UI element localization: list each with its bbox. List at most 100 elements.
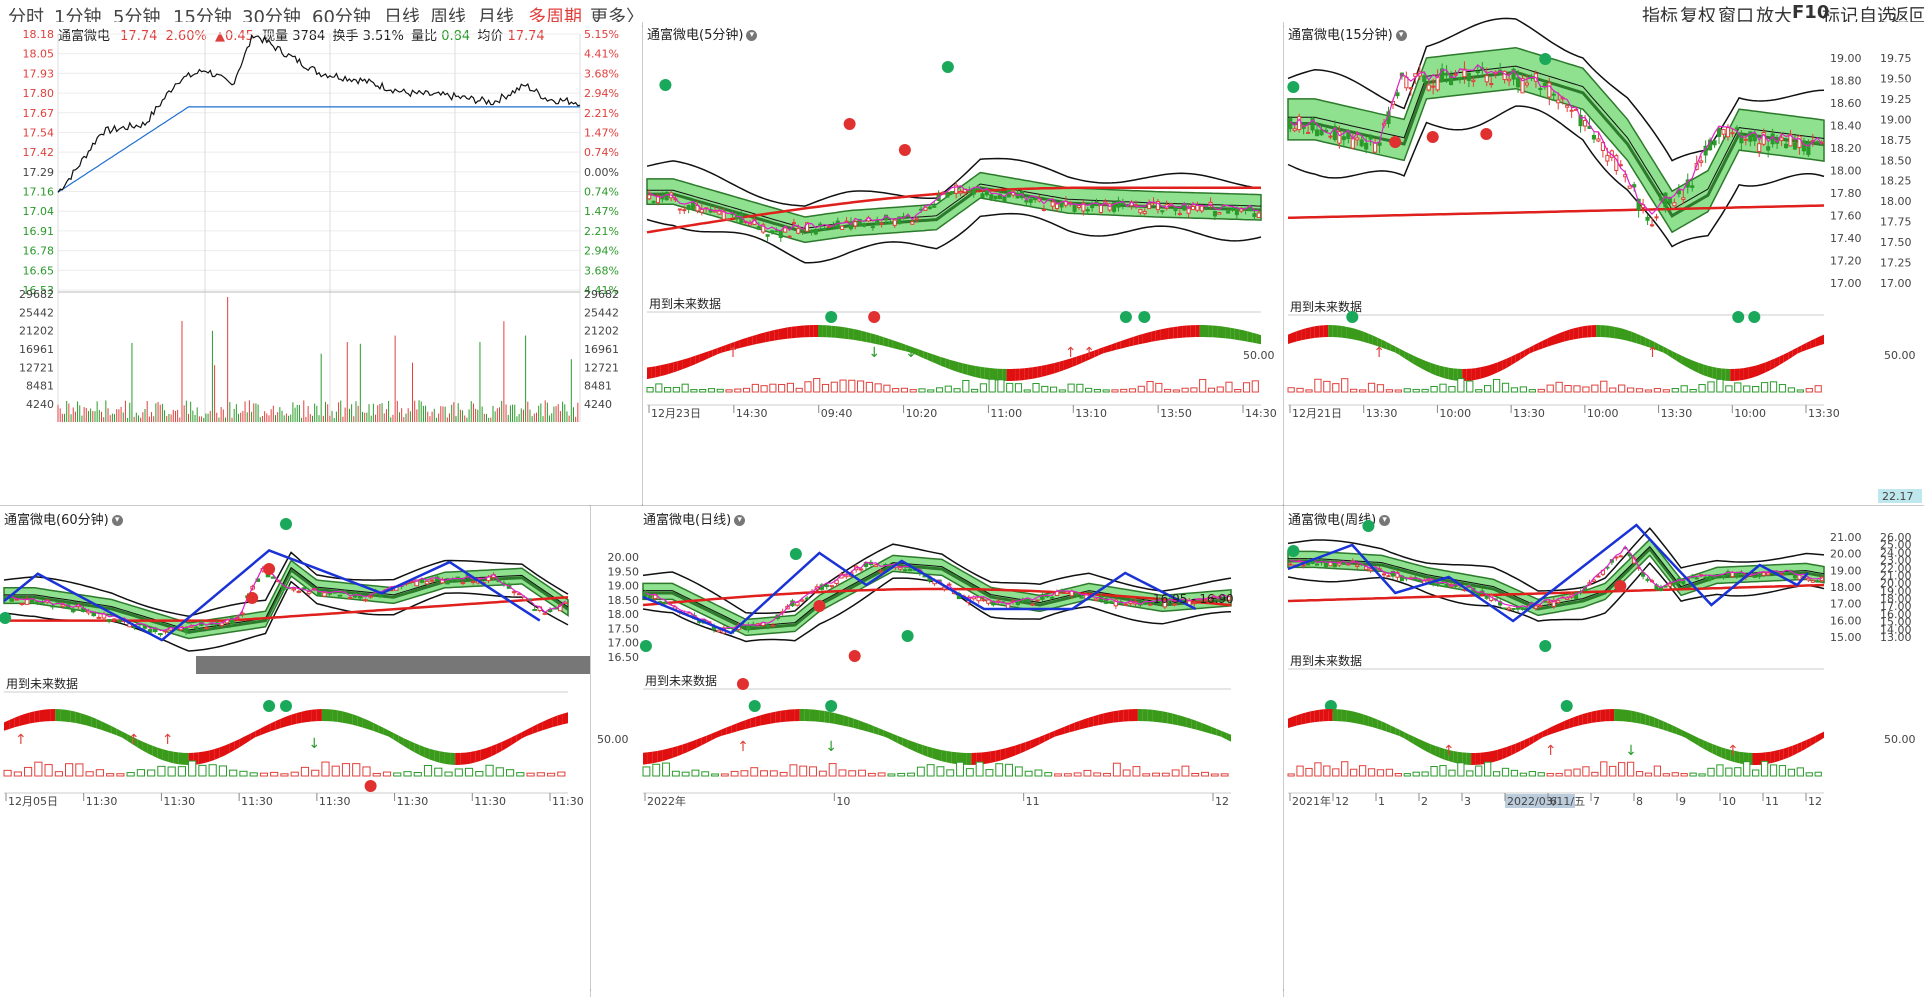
panel-15min-title[interactable]: 通富微电(15分钟) ▾ (1288, 24, 1407, 43)
indicator-bar (944, 385, 952, 393)
pct-axis-label: 1.47% (584, 205, 619, 218)
indicator-wave (682, 743, 688, 755)
candle (1649, 224, 1655, 227)
tool-back[interactable]: 返回 (1891, 6, 1924, 27)
candle (117, 620, 122, 623)
indicator-wave (1582, 325, 1588, 338)
indicator-bar (1448, 386, 1456, 393)
indicator-wave (142, 741, 148, 754)
indicator-wave (706, 733, 712, 743)
panel-60min-title[interactable]: 通富微电(60分钟) ▾ (4, 509, 123, 528)
indicator-wave (741, 720, 746, 731)
indicator-wave (1676, 353, 1682, 364)
tool-f10[interactable]: F10 (1792, 2, 1829, 23)
signal-buy-icon (1324, 700, 1337, 712)
indicator-bar (725, 389, 733, 393)
indicator-wave (1542, 338, 1548, 349)
indicator-bar (557, 771, 566, 777)
indicator-bar (1618, 762, 1626, 777)
indicator-wave (1381, 721, 1387, 732)
indicator-wave (932, 354, 937, 364)
panel-daily-title[interactable]: 通富微电(日线) ▾ (643, 509, 746, 528)
candle (1314, 563, 1320, 566)
indicator-bar (218, 765, 228, 777)
candle (1806, 142, 1811, 156)
indicator-bar (1707, 767, 1715, 777)
signal-sell-icon (843, 118, 856, 130)
intraday-panel[interactable]: 通富微电 17.74 2.60% ▲0.45 现量 3784 换手 3.51% … (0, 22, 642, 505)
candle (1212, 211, 1217, 217)
indicator-wave (879, 335, 884, 346)
tool-indicator[interactable]: 指标 (1642, 6, 1678, 27)
indicator-bar (1103, 772, 1111, 777)
indicator-wave (1752, 365, 1757, 378)
candle (1502, 70, 1507, 81)
tool-mark[interactable]: 标记 (1822, 6, 1858, 27)
tool-zoom[interactable]: 放大 (1756, 6, 1792, 27)
indicator-bar (1137, 385, 1145, 393)
indicator-bar (321, 761, 330, 777)
indicator-wave (1663, 346, 1668, 356)
indicator-wave (1046, 363, 1051, 376)
panel-weekly-chart: 用到未来数据21.0020.0019.0018.0017.0016.0015.0… (1287, 489, 1922, 808)
candle (1248, 206, 1253, 212)
indicator-wave (1162, 711, 1168, 724)
indicator-wave (980, 366, 985, 379)
indicator-wave (1600, 325, 1606, 338)
indicator-wave (936, 355, 941, 366)
indicator-wave (765, 712, 771, 725)
indicator-wave (1054, 361, 1060, 374)
indicator-wave (1142, 332, 1147, 344)
indicator-bar (1644, 389, 1653, 393)
panel-5min[interactable]: 通富微电(5分钟) ▾ 用到未来数据 50.00 12月23日 14:30 09:40 10… (643, 22, 1283, 505)
indicator-wave (1618, 327, 1623, 340)
indicator-wave (419, 745, 425, 758)
tool-adjust[interactable]: 复权 (1680, 6, 1716, 27)
indicator-bar (716, 388, 724, 393)
tool-window[interactable]: 窗口 (1718, 6, 1754, 27)
indicator-bar (1492, 378, 1501, 393)
indicator-wave (804, 709, 810, 722)
candle (1147, 203, 1152, 210)
panel-60min[interactable]: 通富微电(60分钟) ▾ 用到未来数据 12月05日 11:30 11:30 11:30 1… (0, 506, 590, 997)
candle (1574, 592, 1579, 600)
time-axis-label: 11:30 (241, 795, 273, 808)
indicator-bar (1210, 773, 1219, 777)
future-data-label: 用到未来数据 (649, 296, 721, 311)
indicator-wave (716, 729, 722, 738)
time-axis-label: 12 (1215, 795, 1229, 808)
indicator-wave (1182, 325, 1187, 338)
indicator-bar (1698, 773, 1706, 777)
candle (1049, 596, 1055, 599)
indicator-bar (789, 764, 798, 777)
panel-15min[interactable]: 通富微电(15分钟) ▾ 用到未来数据 19.00 18.80 18.60 18.40 18… (1284, 17, 1924, 505)
tool-watchlist[interactable]: 自选 (1859, 6, 1895, 27)
indicator-wave (1288, 716, 1293, 728)
indicator-bar (1555, 772, 1563, 777)
indicator-wave (914, 347, 919, 357)
panel-5min-title[interactable]: 通富微电(5分钟) ▾ (647, 24, 758, 43)
indicator-wave (111, 726, 117, 736)
panel-weekly[interactable]: 通富微电(周线) ▾ 用到未来数据 21.00 20.00 19.00 18.00 17.0… (1284, 489, 1924, 997)
time-axis-label: 13:10 (1075, 407, 1107, 420)
indicator-bar (779, 771, 788, 777)
indicator-wave (1685, 357, 1690, 369)
candle (857, 218, 862, 226)
candle (1368, 136, 1373, 140)
indicator-wave (1328, 709, 1333, 721)
price-axis-label: 19.00 (1830, 564, 1862, 577)
panel-weekly-title[interactable]: 通富微电(周线) ▾ (1288, 509, 1391, 528)
indicator-bar (1671, 772, 1679, 777)
indicator-wave (1649, 339, 1655, 350)
indicator-wave (1147, 331, 1152, 343)
price-tag-bg (1878, 489, 1922, 503)
indicator-bar (1376, 384, 1385, 393)
indicator-wave (1006, 369, 1011, 381)
panel-daily[interactable]: 通富微电(日线) ▾ 用到未来数据 20.00 19.50 19.00 18.50 18.0… (591, 506, 1283, 997)
candle (424, 580, 430, 585)
indicator-bar (1537, 772, 1545, 777)
indicator-wave (1173, 326, 1178, 339)
price-axis-label: 17.00 (1830, 598, 1862, 611)
ma-magenta-line (6, 566, 566, 632)
indicator-wave (1524, 737, 1530, 749)
